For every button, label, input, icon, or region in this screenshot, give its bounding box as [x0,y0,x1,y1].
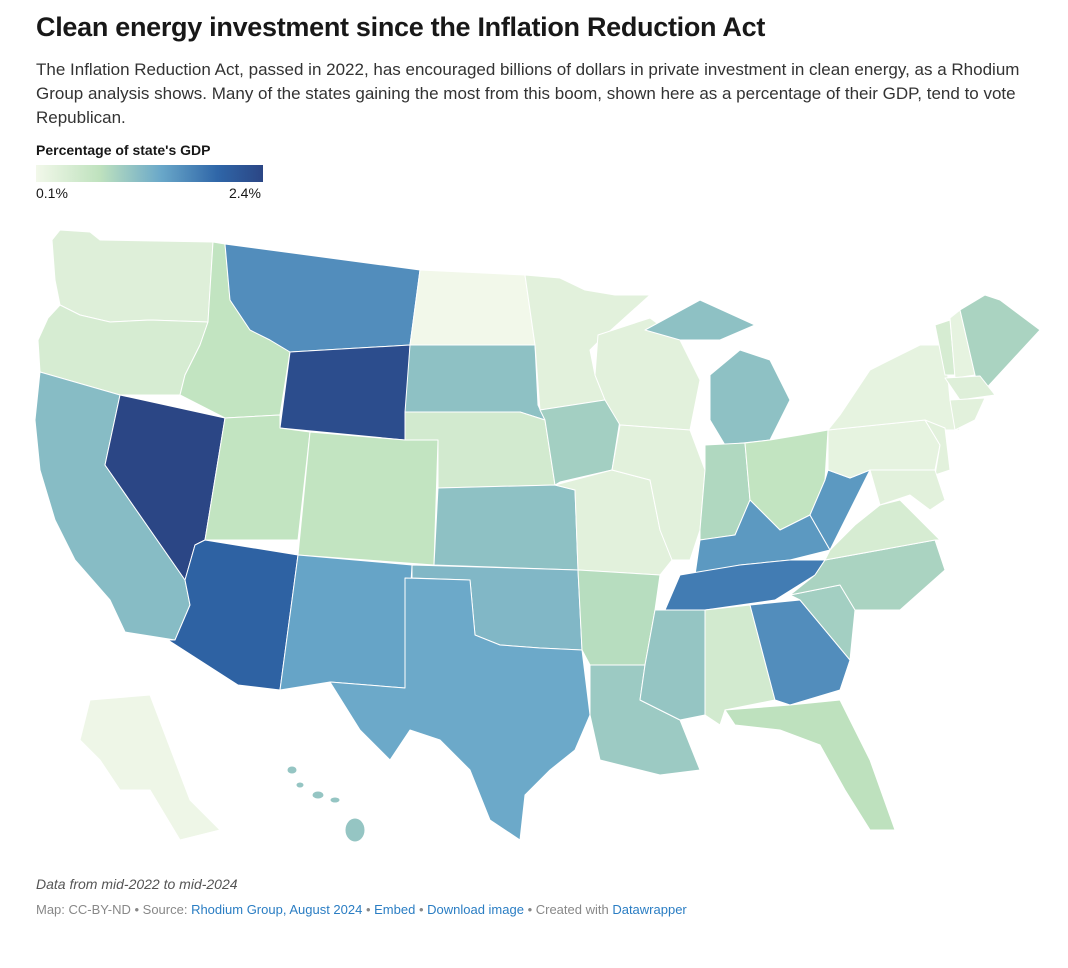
state-CO[interactable] [297,431,439,566]
state-HI[interactable] [344,817,366,843]
state-NY[interactable] [827,344,961,431]
legend-min-label: 0.1% [36,185,68,201]
state-ME[interactable] [959,294,1041,396]
footer-created: • Created with [523,902,613,917]
state-SD[interactable] [404,344,546,421]
state-AK[interactable] [79,694,221,841]
state-KS[interactable] [433,484,579,571]
state-MN[interactable] [524,274,651,411]
state-TX[interactable] [329,577,591,841]
legend-gradient [36,165,263,182]
state-IL[interactable] [611,424,706,561]
footer: Map: CC-BY-ND • Source: Rhodium Group, A… [36,902,687,917]
state-WY[interactable] [279,344,411,441]
state-WA[interactable] [51,229,214,323]
state-VA[interactable] [824,499,941,561]
chart-title: Clean energy investment since the Inflat… [36,12,766,42]
state-HI[interactable] [286,765,298,775]
state-MI[interactable] [709,349,791,446]
state-HI[interactable] [295,781,305,789]
state-ND[interactable] [409,269,536,346]
embed-link[interactable]: Embed [374,902,416,917]
state-NC[interactable] [789,539,946,611]
state-MA[interactable] [944,375,996,401]
download-image-link[interactable]: Download image [427,902,524,917]
legend-max-label: 2.4% [229,185,261,201]
footer-sep: • [362,902,375,917]
state-MD[interactable] [869,469,946,511]
state-FL[interactable] [724,699,896,831]
footer-prefix: Map: CC-BY-ND • Source: [36,902,192,917]
source-link[interactable]: Rhodium Group, August 2024 [191,902,363,917]
datawrapper-link[interactable]: Datawrapper [612,902,687,917]
state-NM[interactable] [279,554,413,691]
state-CT[interactable] [949,397,986,431]
legend-title: Percentage of state's GDP [36,142,211,158]
data-note: Data from mid-2022 to mid-2024 [36,876,238,892]
state-MI-upper[interactable] [644,299,756,341]
footer-sep: • [415,902,428,917]
state-HI[interactable] [329,796,341,804]
state-NJ[interactable] [924,419,951,476]
chart-description: The Inflation Reduction Act, passed in 2… [36,60,1020,127]
state-HI[interactable] [311,790,325,800]
